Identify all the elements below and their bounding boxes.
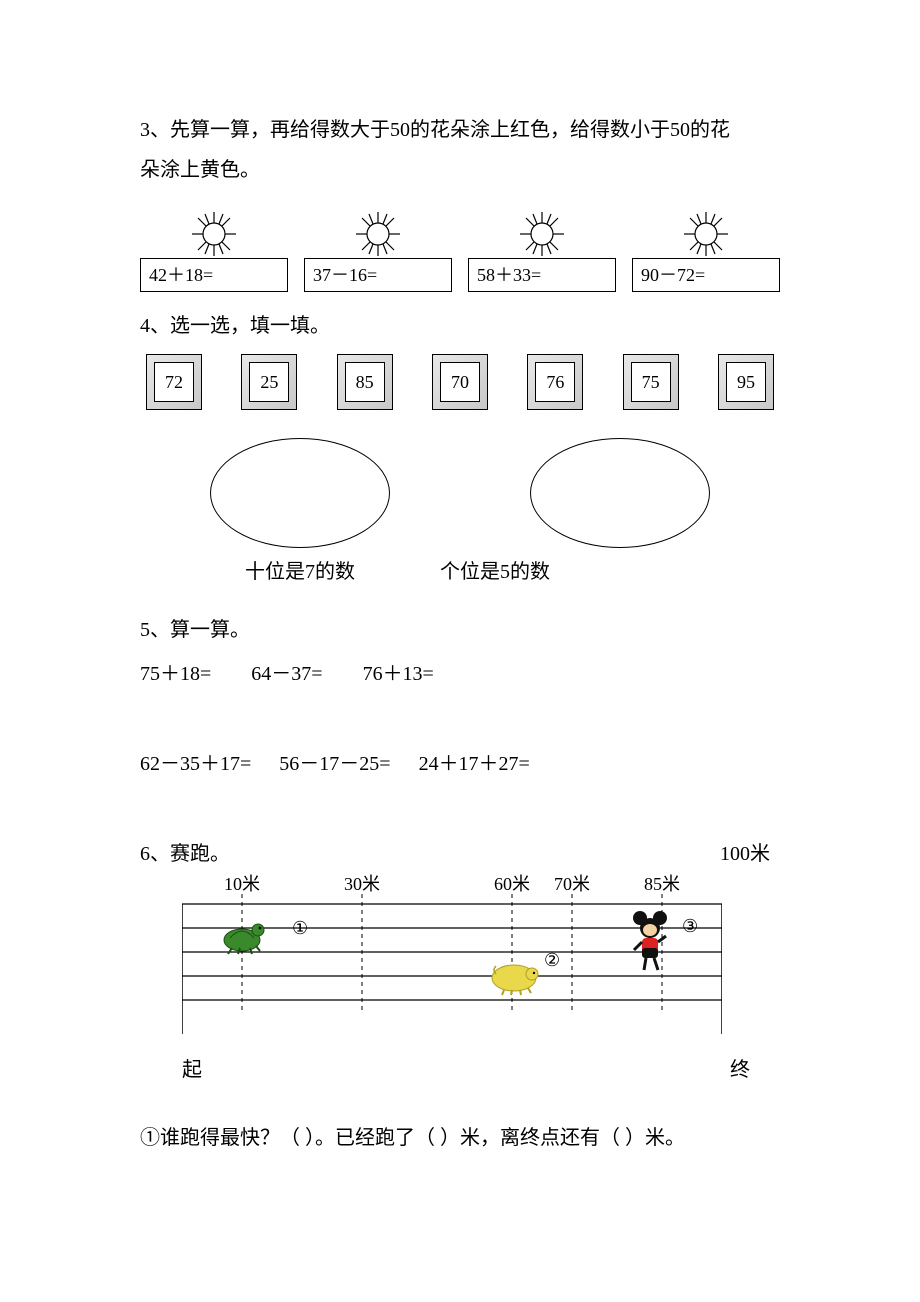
distance-labels: 10米 30米 60米 70米 85米 (224, 874, 680, 894)
runner-id: ③ (682, 916, 698, 936)
calc-expr: 62－35＋17= (140, 744, 251, 784)
q5-row1: 75＋18= 64－37= 76＋13= (140, 654, 780, 694)
flower-icon (676, 210, 736, 258)
flower-expr-box: 37－16= (304, 258, 452, 292)
q4-title: 4、选一选，填一填。 (140, 306, 780, 346)
finish-label: 100米 (720, 834, 780, 874)
tile-value: 95 (737, 364, 755, 400)
q6-title: 6、赛跑。 (140, 834, 230, 874)
flower-expr: 42＋18= (149, 257, 213, 293)
flower-unit: 58＋33= (468, 210, 616, 292)
tile-value: 25 (260, 364, 278, 400)
flower-unit: 37－16= (304, 210, 452, 292)
number-tile: 85 (337, 354, 393, 410)
runner-id: ① (292, 918, 308, 938)
calc-expr: 24＋17＋27= (419, 744, 530, 784)
q6-sub1: ①谁跑得最快？（ ）。已经跑了（ ）米，离终点还有（ ）米。 (140, 1118, 780, 1158)
tile-value: 72 (165, 364, 183, 400)
tile-value: 70 (451, 364, 469, 400)
flower-icon (512, 210, 572, 258)
flower-unit: 90－72= (632, 210, 780, 292)
q4-ellipses (140, 438, 780, 548)
q3-flowers-row: 42＋18= 37－16= (140, 210, 780, 292)
race-track: 10米 30米 60米 70米 85米 ① (182, 874, 722, 1044)
worksheet-page: 3、先算一算，再给得数大于50的花朵涂上红色，给得数小于50的花 朵涂上黄色。 … (0, 0, 920, 1302)
q6-header: 6、赛跑。 100米 (140, 834, 780, 874)
start-end-labels: 起 终 (140, 1050, 780, 1090)
flower-expr: 58＋33= (477, 257, 541, 293)
runner-pig-icon (492, 965, 538, 995)
flower-expr-box: 90－72= (632, 258, 780, 292)
number-tile: 25 (241, 354, 297, 410)
number-tile: 72 (146, 354, 202, 410)
tile-value: 85 (356, 364, 374, 400)
svg-text:70米: 70米 (554, 874, 590, 894)
tile-value: 75 (642, 364, 660, 400)
q4-tiles-row: 72 25 85 70 76 75 95 (140, 354, 780, 410)
svg-text:10米: 10米 (224, 874, 260, 894)
calc-expr: 64－37= (251, 654, 322, 694)
q3-line2: 朵涂上黄色。 (140, 159, 260, 181)
flower-expr: 90－72= (641, 257, 705, 293)
q5-title: 5、算一算。 (140, 610, 780, 650)
q4-ellipse-labels: 十位是7的数 个位是5的数 (140, 552, 780, 592)
runner-id: ② (544, 950, 560, 970)
number-tile: 75 (623, 354, 679, 410)
flower-expr-box: 58＋33= (468, 258, 616, 292)
q3-prompt: 3、先算一算，再给得数大于50的花朵涂上红色，给得数小于50的花 朵涂上黄色。 (140, 110, 780, 190)
flower-unit: 42＋18= (140, 210, 288, 292)
flower-expr: 37－16= (313, 257, 377, 293)
calc-expr: 76＋13= (363, 654, 434, 694)
ellipse-ones-5 (530, 438, 710, 548)
ellipse-tens-7 (210, 438, 390, 548)
race-track-svg: 10米 30米 60米 70米 85米 ① (182, 874, 722, 1044)
flower-icon (184, 210, 244, 258)
flower-expr-box: 42＋18= (140, 258, 288, 292)
end-label: 终 (730, 1050, 750, 1090)
number-tile: 70 (432, 354, 488, 410)
svg-text:30米: 30米 (344, 874, 380, 894)
ellipse-label: 个位是5的数 (440, 552, 640, 592)
svg-text:60米: 60米 (494, 874, 530, 894)
calc-expr: 56－17－25= (279, 744, 390, 784)
flower-icon (348, 210, 408, 258)
q5-row2: 62－35＋17= 56－17－25= 24＋17＋27= (140, 744, 780, 784)
svg-text:85米: 85米 (644, 874, 680, 894)
number-tile: 76 (527, 354, 583, 410)
number-tile: 95 (718, 354, 774, 410)
q3-line1: 3、先算一算，再给得数大于50的花朵涂上红色，给得数小于50的花 (140, 119, 730, 141)
calc-expr: 75＋18= (140, 654, 211, 694)
ellipse-label: 十位是7的数 (200, 552, 400, 592)
start-label: 起 (182, 1050, 202, 1090)
distance-marks (242, 894, 662, 1014)
tile-value: 76 (546, 364, 564, 400)
